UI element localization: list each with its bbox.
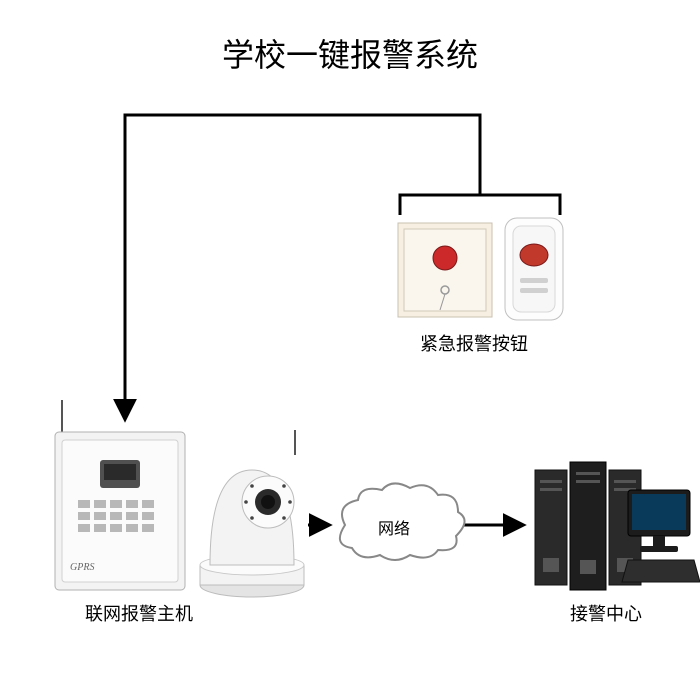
bracket-emergency — [400, 195, 560, 215]
ip-camera-device — [200, 430, 304, 597]
label-network: 网络 — [378, 515, 410, 539]
svg-text:GPRS: GPRS — [70, 562, 94, 573]
emergency-panel-device — [398, 223, 492, 317]
diagram-canvas: GPRS — [0, 0, 700, 700]
emergency-remote-device — [505, 218, 563, 320]
label-alarm-host: 联网报警主机 — [85, 600, 193, 626]
alarm-host-device: GPRS — [55, 400, 185, 590]
label-emergency-button: 紧急报警按钮 — [420, 330, 528, 356]
alarm-center-device — [535, 462, 700, 590]
label-alarm-center: 接警中心 — [570, 600, 642, 626]
